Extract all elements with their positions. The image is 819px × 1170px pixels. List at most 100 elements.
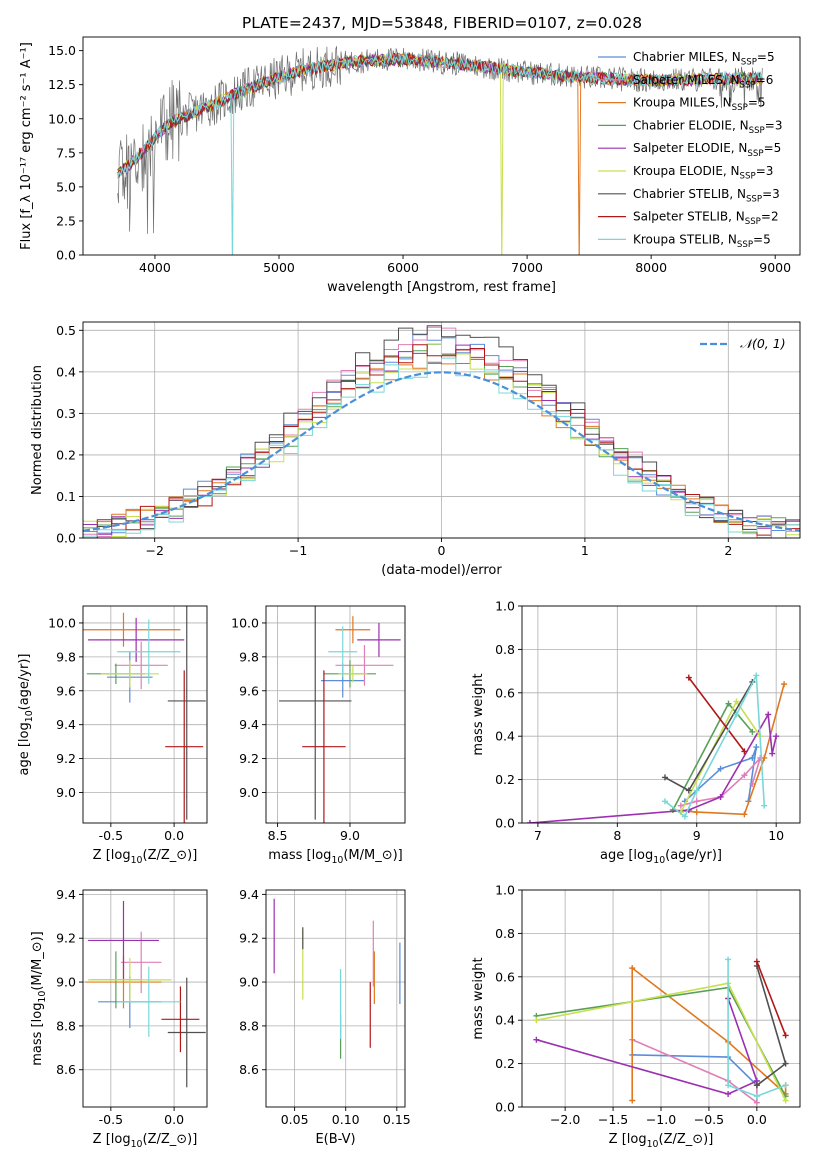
y-tick-label: 9.8 bbox=[239, 649, 259, 664]
y-tick-label: 9.6 bbox=[239, 683, 259, 698]
x-tick-label: 2 bbox=[724, 543, 732, 558]
weight-point bbox=[782, 1082, 789, 1089]
errorbar-kroupa-miles bbox=[83, 612, 181, 647]
model-line-kroupa-stelib bbox=[117, 52, 763, 255]
weight-point bbox=[693, 787, 700, 794]
y-tick-label: 10.0 bbox=[231, 615, 259, 630]
weight-point bbox=[725, 956, 732, 963]
axes-spectrum: 4000 5000 6000 7000 8000 9000 0.0 2.5 5.0 7.5 10.0… bbox=[19, 36, 801, 295]
x-axis-label: E(B-V) bbox=[315, 1132, 355, 1147]
x-tick-label: 0.0 bbox=[747, 1112, 767, 1127]
axes-weight_vs_age: 7 8 9 10 0.0 0.2 0.4 0.6 0.8 1.0 age [log10(age/yr… bbox=[471, 599, 801, 866]
y-tick-label: 2.5 bbox=[56, 213, 76, 228]
errorbar-chabrier-stelib bbox=[279, 606, 352, 820]
weight-point bbox=[782, 1060, 789, 1067]
x-tick-label: 0.0 bbox=[164, 828, 184, 843]
y-tick-label: 0.6 bbox=[495, 685, 515, 700]
weight-point bbox=[753, 744, 760, 751]
y-tick-label: 8.8 bbox=[56, 1018, 76, 1033]
y-tick-label: 0.1 bbox=[56, 489, 76, 504]
y-tick-label: 9.4 bbox=[239, 887, 259, 902]
weight-point bbox=[533, 1017, 540, 1024]
legend-label: Salpeter MILES, NSSP=6 bbox=[633, 73, 773, 91]
weight-line-salpeter-elodie bbox=[536, 998, 758, 1095]
y-tick-label: 9.4 bbox=[239, 717, 259, 732]
y-tick-label: 8.6 bbox=[56, 1062, 76, 1077]
errorbar-kroupa-elodie bbox=[88, 957, 172, 1002]
normal-curve bbox=[83, 371, 800, 532]
legend-label: Salpeter STELIB, NSSP=2 bbox=[633, 210, 779, 228]
legend-label: Kroupa ELODIE, NSSP=3 bbox=[633, 164, 773, 182]
legend-label: Kroupa STELIB, NSSP=5 bbox=[633, 232, 771, 250]
y-tick-label: 0.0 bbox=[56, 248, 76, 263]
y-tick-label: 9.2 bbox=[239, 931, 259, 946]
weight-point bbox=[717, 793, 724, 800]
legend-label: Chabrier MILES, NSSP=5 bbox=[633, 50, 775, 68]
legend-label: 𝒩(0, 1) bbox=[740, 336, 786, 351]
y-tick-label: 0.4 bbox=[495, 729, 515, 744]
errorbar-salpeter-stelib bbox=[161, 986, 200, 1053]
y-axis-label: mass weight bbox=[471, 957, 486, 1039]
y-tick-label: 9.6 bbox=[56, 683, 76, 698]
plot-area bbox=[533, 956, 789, 1106]
x-tick-label: 0.10 bbox=[332, 1112, 360, 1127]
y-tick-label: 9.4 bbox=[56, 887, 76, 902]
axes-residuals: −2 −1 0 1 2 0.0 0.1 0.2 0.3 0.4 0.5 (data-model)/er… bbox=[30, 321, 801, 578]
errorbar-salpeter-elodie bbox=[88, 900, 159, 980]
plot-area bbox=[279, 606, 401, 823]
weight-point bbox=[685, 674, 692, 681]
axes-mass_vs_ebv: 0.05 0.10 0.15 8.6 8.8 9.0 9.2 9.4 E(B-V) bbox=[239, 887, 411, 1147]
weight-point bbox=[769, 750, 776, 757]
x-tick-label: -0.5 bbox=[99, 828, 123, 843]
x-tick-label: 8.5 bbox=[268, 828, 288, 843]
x-tick-label: 8000 bbox=[635, 260, 667, 275]
y-tick-label: 7.5 bbox=[56, 145, 76, 160]
weight-line-salpeter-miles bbox=[680, 757, 762, 807]
weight-line-salpeter-stelib bbox=[756, 961, 787, 1036]
weight-point bbox=[725, 700, 732, 707]
y-axis-label: mass [log10(M/M_⊙)] bbox=[30, 931, 48, 1066]
x-tick-label: −2 bbox=[145, 543, 163, 558]
weight-point bbox=[753, 1099, 760, 1106]
y-tick-label: 9.4 bbox=[56, 717, 76, 732]
errorbar-kroupa-stelib bbox=[328, 626, 358, 678]
weight-point bbox=[749, 728, 756, 735]
weight-line-kroupa-stelib bbox=[727, 959, 786, 1098]
x-axis-label: wavelength [Angstrom, rest frame] bbox=[327, 280, 556, 295]
y-tick-label: 10.0 bbox=[48, 111, 76, 126]
x-tick-label: 9000 bbox=[759, 260, 791, 275]
weight-point bbox=[761, 802, 768, 809]
y-tick-label: 12.5 bbox=[48, 77, 76, 92]
y-tick-label: 0.5 bbox=[56, 323, 76, 338]
x-axis-label: Z [log10(Z/Z_⊙)] bbox=[609, 1132, 714, 1150]
legend-label: Chabrier STELIB, NSSP=3 bbox=[633, 187, 780, 205]
weight-line-chabrier-elodie bbox=[672, 702, 753, 811]
y-axis-label: Normed distribution bbox=[30, 365, 45, 495]
weight-point bbox=[753, 672, 760, 679]
y-tick-label: 1.0 bbox=[495, 599, 515, 614]
errorbar-kroupa-miles bbox=[335, 616, 371, 644]
weight-point bbox=[717, 765, 724, 772]
errorbar-salpeter-elodie bbox=[357, 622, 401, 657]
weight-point bbox=[693, 809, 700, 816]
errorbar-chabrier-stelib bbox=[167, 606, 206, 820]
y-tick-label: 0.2 bbox=[56, 447, 76, 462]
model-line-kroupa-elodie bbox=[117, 53, 763, 255]
axes-mass_vs_Z: -0.5 0.0 8.6 8.8 9.0 9.2 9.4 Z [log10(Z/Z_⊙)] ma… bbox=[30, 887, 208, 1150]
axes-frame bbox=[82, 889, 208, 1108]
legend-label: Chabrier ELODIE, NSSP=3 bbox=[633, 118, 782, 136]
axes-age_vs_mass: 8.5 9.0 9.0 9.2 9.4 9.6 9.8 10.0 mass [log10(M/M… bbox=[231, 605, 406, 866]
errorbar-kroupa-stelib bbox=[117, 619, 181, 684]
x-tick-label: 0 bbox=[438, 543, 446, 558]
y-tick-label: 10.0 bbox=[48, 615, 76, 630]
y-tick-label: 0.0 bbox=[56, 531, 76, 546]
y-tick-label: 9.0 bbox=[239, 975, 259, 990]
weight-line-kroupa-stelib bbox=[664, 672, 766, 818]
y-axis-label: age [log10(age/yr)] bbox=[17, 654, 35, 776]
weight-line-chabrier-miles bbox=[632, 1054, 758, 1088]
errorbar-chabrier-stelib bbox=[167, 977, 206, 1088]
y-tick-label: 5.0 bbox=[56, 179, 76, 194]
legend-label: Salpeter ELODIE, NSSP=5 bbox=[633, 141, 781, 159]
y-tick-label: 0.6 bbox=[495, 969, 515, 984]
y-tick-label: 0.3 bbox=[56, 406, 76, 421]
